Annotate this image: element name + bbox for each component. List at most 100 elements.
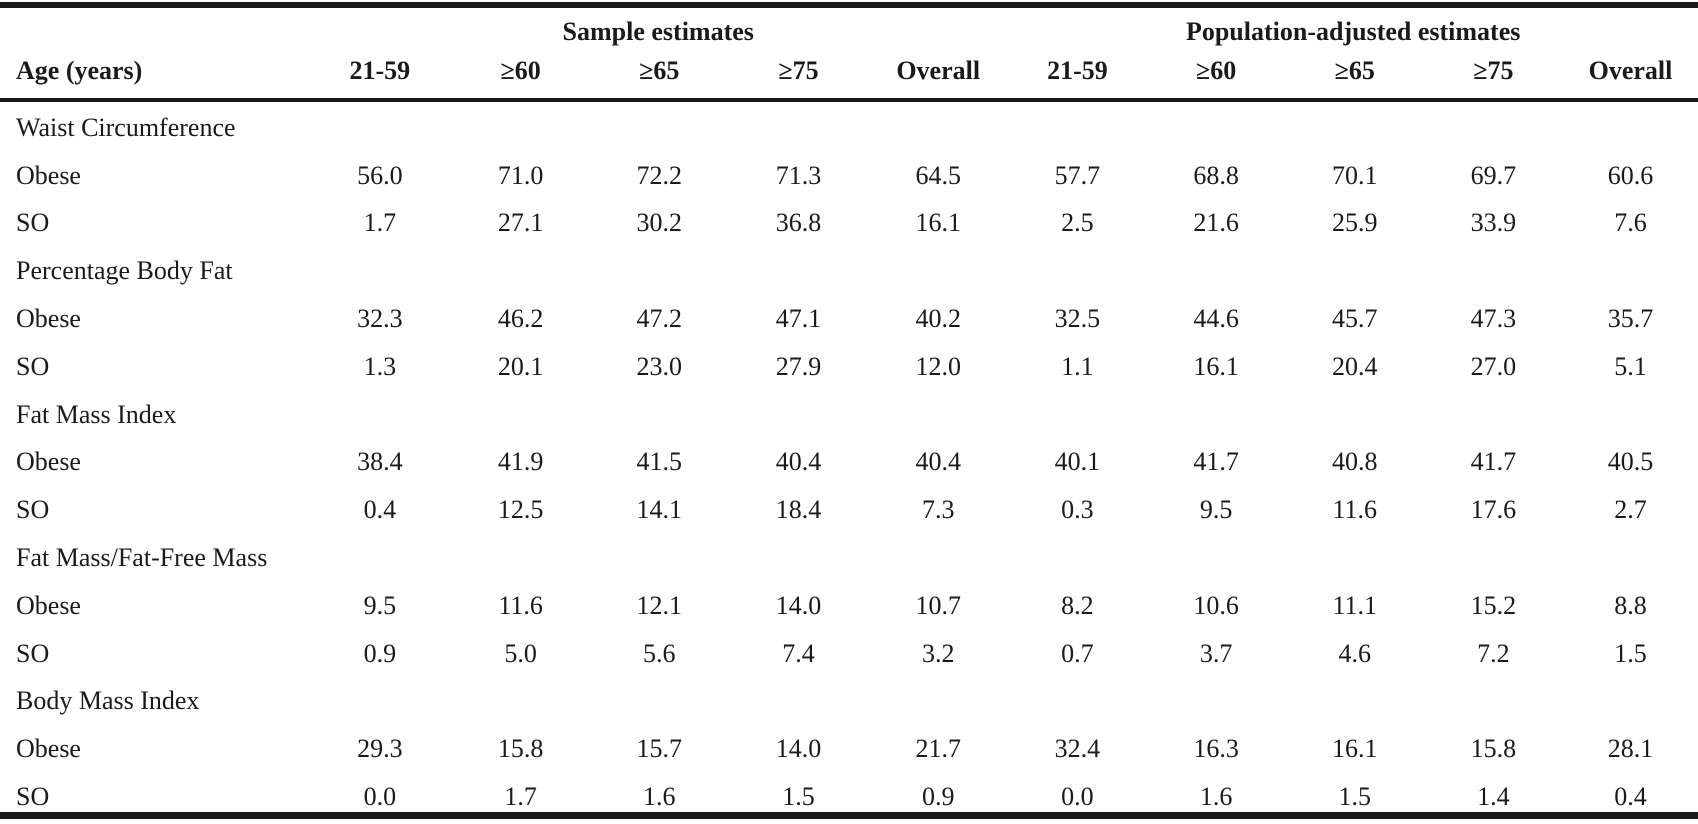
table-cell: 0.7 [1061,638,1094,668]
table-cell: 8.8 [1614,590,1647,620]
table-cell: 16.3 [1193,734,1239,764]
table-cell: 0.0 [363,782,397,812]
row-label: SO [16,782,50,812]
column-header: Overall [1588,56,1673,85]
table-cell: 7.2 [1477,638,1510,668]
table-cell: 32.3 [357,304,403,334]
table-cell: 7.4 [782,638,815,668]
section-row: Waist Circumference [0,104,1698,152]
table-cell: 12.5 [497,495,544,525]
table-row: SO 1.3 20.1 23.0 27.9 12.0 1.1 16.1 20.4 27.0 5.1 [0,343,1698,391]
column-header-age: Age (years) [16,56,143,85]
table-cell: 0.9 [363,638,397,668]
table-cell: 3.7 [1199,638,1233,668]
table-cell: 29.3 [357,734,403,764]
section-row: Fat Mass/Fat-Free Mass [0,534,1698,582]
table-cell: 15.8 [497,734,544,764]
table-cell: 40.2 [915,304,961,334]
table-cell: 16.1 [915,208,961,238]
group-header-population: Population-adjusted estimates [1185,17,1521,46]
table-cell: 12.0 [915,351,961,381]
column-header: ≥65 [639,56,680,85]
table-row: Obese 32.3 46.2 47.2 47.1 40.2 32.5 44.6 45.7 47.… [0,295,1698,343]
table-cell: 2.7 [1614,495,1647,525]
section-title: Waist Circumference [16,112,236,142]
table-cell: 41.7 [1193,447,1239,477]
table-row: SO 0.0 1.7 1.6 1.5 0.9 0.0 1.6 1.5 1.4 0.4 [0,773,1698,821]
column-header-row: Age (years) 21-59 ≥60 ≥65 ≥75 Overall 21… [0,56,1698,100]
table-cell: 27.9 [775,351,822,381]
table-cell: 72.2 [636,160,683,190]
table-cell: 20.1 [497,351,544,381]
table-cell: 47.1 [775,304,822,334]
table-cell: 35.7 [1607,304,1654,334]
row-label: Obese [16,160,81,190]
section-row: Fat Mass Index [0,391,1698,439]
column-header: 21-59 [349,56,411,85]
table-cell: 1.5 [1338,782,1371,812]
table-cell: 8.2 [1061,590,1094,620]
table-cell: 27.1 [497,208,544,238]
table-cell: 11.6 [1332,495,1377,525]
table-cell: 17.6 [1470,495,1517,525]
table-cell: 46.2 [497,304,544,334]
table-cell: 5.6 [643,638,676,668]
table-cell: 23.0 [636,351,683,381]
table-cell: 0.4 [363,495,397,525]
table-cell: 25.9 [1331,208,1378,238]
table-cell: 15.2 [1470,590,1517,620]
table-cell: 27.0 [1470,351,1517,381]
table-cell: 0.4 [1614,782,1647,812]
table-cell: 28.1 [1607,734,1654,764]
table-row: Obese 38.4 41.9 41.5 40.4 40.4 40.1 41.7 40.8 41.… [0,439,1698,487]
table-cell: 1.5 [1614,638,1647,668]
table-cell: 32.4 [1054,734,1101,764]
table-cell: 57.7 [1054,160,1101,190]
table-cell: 0.3 [1061,495,1094,525]
top-rule [0,2,1698,8]
table-cell: 16.1 [1193,351,1239,381]
row-label: Obese [16,590,81,620]
table-cell: 1.6 [643,782,676,812]
table-cell: 14.0 [775,590,822,620]
table-cell: 40.5 [1607,447,1654,477]
row-label: SO [16,495,50,525]
column-header: ≥75 [1473,56,1514,85]
table-cell: 40.4 [775,447,822,477]
table-cell: 69.7 [1470,160,1517,190]
table-row: Obese 29.3 15.8 15.7 14.0 21.7 32.4 16.3 16.1 15.… [0,725,1698,773]
column-header: ≥75 [778,56,819,85]
table-cell: 16.1 [1331,734,1378,764]
group-header-sample: Sample estimates [562,17,754,46]
row-label: SO [16,351,50,381]
table-cell: 0.0 [1061,782,1094,812]
table-row: Obese 56.0 71.0 72.2 71.3 64.5 57.7 68.8 70.1 69.… [0,152,1698,200]
column-header: 21-59 [1047,56,1108,85]
table-cell: 1.4 [1477,782,1510,812]
table-cell: 38.4 [357,447,403,477]
row-label: Obese [16,304,81,334]
table-cell: 18.4 [775,495,822,525]
table-cell: 1.7 [363,208,397,238]
table-cell: 1.3 [363,351,397,381]
section-title: Body Mass Index [16,686,200,716]
column-header: Overall [896,56,981,85]
table-cell: 41.7 [1470,447,1517,477]
table-cell: 11.1 [1332,590,1377,620]
table-body: Waist Circumference Obese 56.0 71.0 72.2 71.3… [0,100,1698,821]
table-cell: 4.6 [1338,638,1371,668]
table-row: SO 0.4 12.5 14.1 18.4 7.3 0.3 9.5 11.6 17.6 2.7 [0,486,1698,534]
table-cell: 71.0 [497,160,544,190]
table-cell: 3.2 [921,638,955,668]
table-cell: 60.6 [1607,160,1654,190]
section-title: Fat Mass Index [16,399,177,429]
table-cell: 2.5 [1061,208,1094,238]
column-header: ≥65 [1334,56,1375,85]
table-cell: 71.3 [775,160,822,190]
table-row: Obese 9.5 11.6 12.1 14.0 10.7 8.2 10.6 11.1 15.2 8… [0,582,1698,630]
header-rule [0,98,1698,102]
table-cell: 44.6 [1193,304,1239,334]
table-cell: 7.3 [921,495,955,525]
table-cell: 40.1 [1054,447,1101,477]
group-header-row: Sample estimates Population-adjusted est… [0,8,1698,56]
